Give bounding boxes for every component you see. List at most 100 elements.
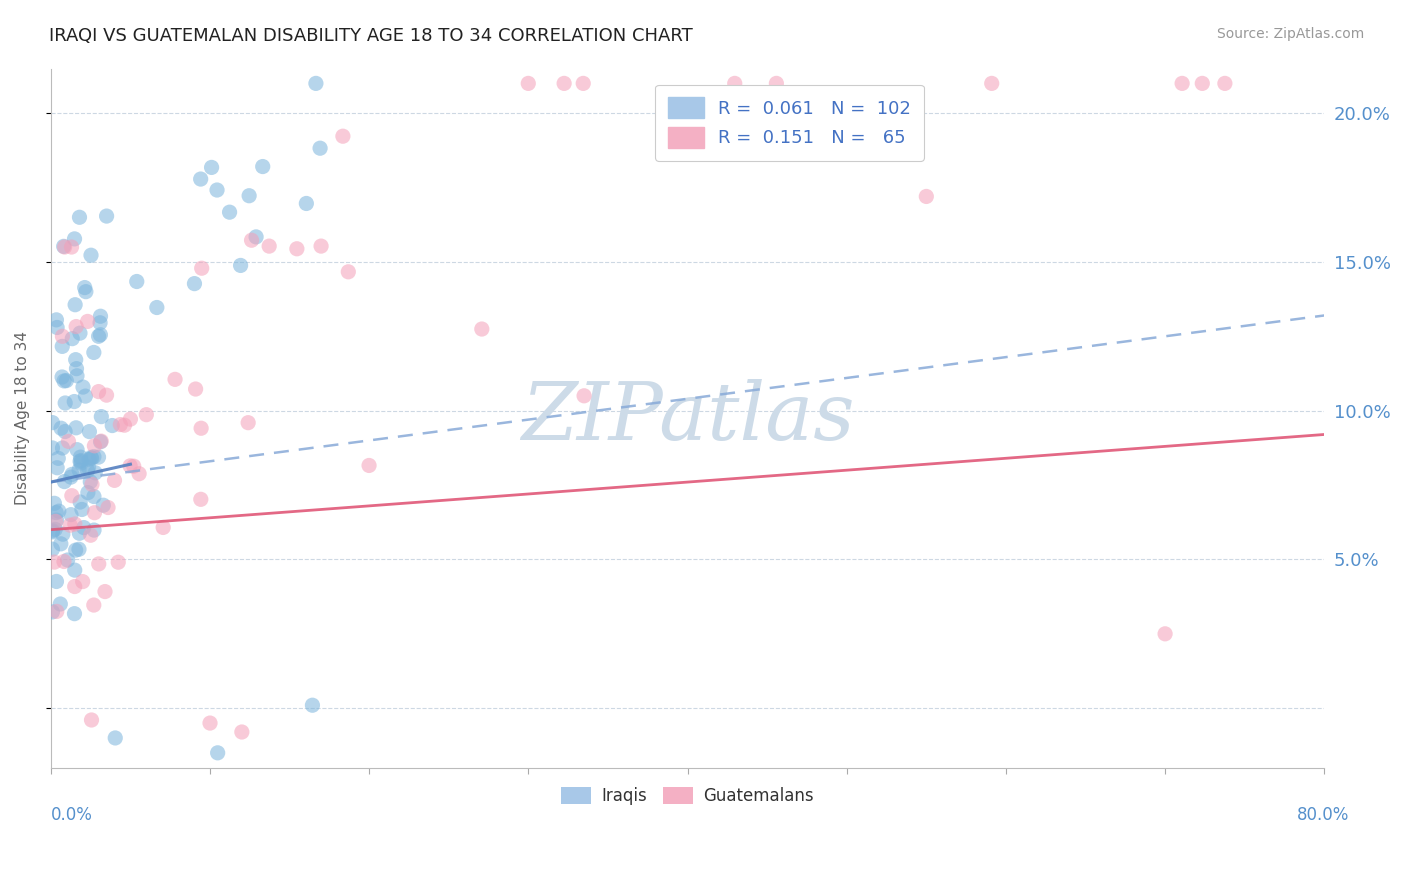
Point [73,280,96,294]
Point [285,242,308,256]
Point [53,374,76,388]
Point [89,316,111,330]
Point [76,314,98,328]
Point [77,452,100,467]
Point [471,322,494,336]
Point [53,396,76,410]
Point [63,394,86,409]
Point [135,408,157,422]
Point [89,310,111,324]
Point [110,417,132,432]
Point [80,713,103,727]
Point [48,504,70,518]
Point [52,554,75,568]
Point [218,205,240,219]
Point [65,352,87,367]
Point [41,605,63,619]
Point [76,464,98,478]
Point [295,196,318,211]
Point [80,450,103,465]
Point [63,232,86,246]
Point [44,496,66,510]
Text: ZIPatlas: ZIPatlas [520,379,855,457]
Point [52,239,75,253]
Point [79,528,101,542]
Point [190,492,212,507]
Legend: Iraqis, Guatemalans: Iraqis, Guatemalans [554,780,821,812]
Point [229,259,252,273]
Point [45,313,67,327]
Point [51,339,73,353]
Point [49,421,72,435]
Point [305,76,328,90]
Point [60,467,83,482]
Point [46,320,69,334]
Point [83,345,105,359]
Point [53,425,76,439]
Point [69,326,91,340]
Point [87,450,110,464]
Point [58,434,80,449]
Point [41,416,63,430]
Point [69,495,91,509]
Point [90,434,112,449]
Point [1154,627,1177,641]
Point [52,527,75,541]
Point [915,189,938,203]
Point [245,230,267,244]
Point [252,160,274,174]
Point [70,453,93,467]
Point [238,188,260,202]
Point [96,209,118,223]
Point [163,372,186,386]
Point [49,597,72,611]
Point [67,526,90,541]
Point [65,421,87,435]
Point [80,451,103,466]
Y-axis label: Disability Age 18 to 34: Disability Age 18 to 34 [15,331,30,505]
Point [79,425,101,439]
Point [73,520,96,534]
Text: 0.0%: 0.0% [51,806,93,824]
Point [236,416,259,430]
Point [517,76,540,90]
Point [41,524,63,539]
Point [63,516,86,531]
Point [553,76,575,90]
Point [45,506,67,520]
Point [60,489,83,503]
Point [94,584,117,599]
Point [120,412,142,426]
Point [65,543,87,558]
Point [80,248,103,262]
Point [51,370,73,384]
Point [63,580,86,594]
Point [44,555,66,569]
Point [152,520,174,534]
Point [125,275,148,289]
Point [103,474,125,488]
Point [51,329,73,343]
Point [84,466,107,480]
Point [60,332,83,346]
Point [69,454,91,468]
Point [122,459,145,474]
Point [70,502,93,516]
Point [107,555,129,569]
Point [77,485,100,500]
Point [44,514,66,528]
Point [309,141,332,155]
Point [44,522,66,536]
Point [67,463,90,477]
Point [53,475,76,489]
Point [309,239,332,253]
Point [183,277,205,291]
Point [190,172,212,186]
Point [205,183,228,197]
Point [257,239,280,253]
Point [46,451,69,466]
Point [59,518,82,533]
Point [87,384,110,399]
Point [90,409,112,424]
Point [231,725,253,739]
